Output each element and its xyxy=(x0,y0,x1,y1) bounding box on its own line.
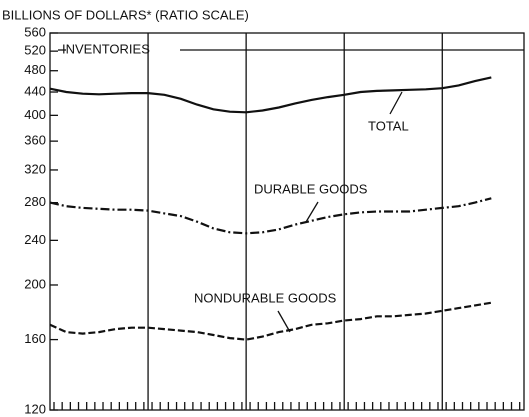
y-tick-label: 240 xyxy=(24,232,46,247)
y-tick-label: 560 xyxy=(24,24,46,39)
y-tick-label: 440 xyxy=(24,83,46,98)
annotation: INVENTORIES xyxy=(62,41,150,56)
annotation: NONDURABLE GOODS xyxy=(194,290,337,305)
y-tick-label: 480 xyxy=(24,62,46,77)
annotation: DURABLE GOODS xyxy=(254,181,368,196)
annotation-arrow xyxy=(305,201,319,223)
plot-frame xyxy=(49,32,525,411)
y-tick-label: 200 xyxy=(24,276,46,291)
series-line xyxy=(49,301,492,341)
y-tick-label: 520 xyxy=(24,43,46,58)
annotation-arrow xyxy=(389,91,403,115)
y-tick-label: 360 xyxy=(24,133,46,148)
series-line xyxy=(49,76,492,114)
annotation: TOTAL xyxy=(368,118,409,133)
y-tick-label: 320 xyxy=(24,161,46,176)
series-line xyxy=(49,197,492,235)
y-tick-label: 120 xyxy=(24,401,46,416)
y-tick-label: 400 xyxy=(24,107,46,122)
y-tick-label: 280 xyxy=(24,194,46,209)
chart-title: BILLIONS OF DOLLARS* (RATIO SCALE) xyxy=(2,7,249,22)
y-tick-label: 160 xyxy=(24,331,46,346)
annotation-arrow xyxy=(277,310,291,333)
